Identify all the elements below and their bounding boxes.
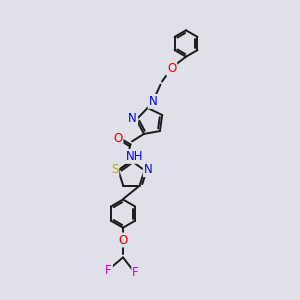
Text: N: N [128, 112, 137, 125]
Text: S: S [111, 163, 118, 176]
Text: F: F [105, 263, 112, 277]
Text: N: N [148, 95, 158, 108]
Text: F: F [132, 266, 139, 280]
Text: NH: NH [126, 150, 143, 163]
Text: O: O [118, 233, 127, 247]
Text: N: N [144, 163, 152, 176]
Text: O: O [113, 132, 122, 145]
Text: O: O [167, 62, 176, 75]
